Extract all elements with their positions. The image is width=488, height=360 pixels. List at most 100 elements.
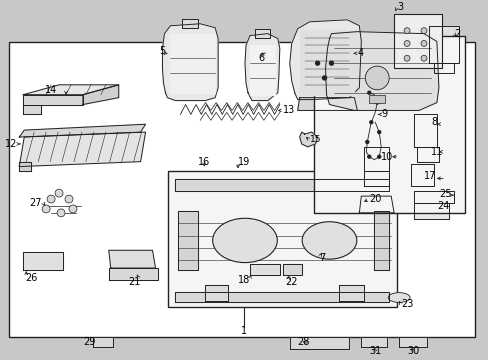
Ellipse shape (302, 222, 356, 259)
Polygon shape (289, 20, 361, 100)
Text: 3: 3 (396, 2, 403, 12)
Polygon shape (23, 252, 63, 270)
Circle shape (369, 121, 372, 124)
Bar (393, 14, 441, 68)
Polygon shape (339, 285, 364, 301)
Circle shape (57, 209, 65, 217)
Text: 5: 5 (159, 46, 165, 57)
Text: 31: 31 (368, 346, 381, 356)
Polygon shape (23, 95, 83, 104)
Ellipse shape (212, 218, 277, 262)
Text: 11: 11 (430, 147, 442, 157)
Polygon shape (373, 211, 388, 270)
Circle shape (69, 205, 77, 213)
Circle shape (365, 140, 368, 143)
Polygon shape (413, 203, 448, 219)
Text: 18: 18 (238, 275, 250, 285)
Polygon shape (175, 179, 388, 191)
Text: 12: 12 (5, 139, 17, 149)
Circle shape (329, 61, 333, 65)
Text: 29: 29 (83, 337, 95, 347)
Text: 23: 23 (400, 300, 413, 310)
Circle shape (377, 155, 380, 158)
Polygon shape (359, 196, 393, 213)
Polygon shape (162, 24, 218, 100)
Circle shape (420, 55, 426, 61)
Polygon shape (170, 33, 215, 93)
Bar (168, 171, 396, 307)
Polygon shape (205, 285, 227, 301)
Bar (368, 95, 385, 103)
Text: 16: 16 (198, 157, 210, 167)
Text: 26: 26 (25, 273, 38, 283)
Text: 13: 13 (282, 105, 294, 116)
Text: 17: 17 (423, 171, 435, 181)
Circle shape (367, 91, 370, 94)
Polygon shape (413, 114, 436, 147)
Text: 25: 25 (438, 189, 450, 199)
Circle shape (375, 101, 378, 104)
Polygon shape (244, 33, 279, 100)
Circle shape (47, 195, 55, 203)
Circle shape (55, 189, 63, 197)
Text: 27: 27 (29, 198, 41, 208)
Text: 6: 6 (257, 53, 264, 63)
Polygon shape (175, 292, 388, 302)
Text: 21: 21 (128, 277, 141, 287)
Circle shape (367, 155, 370, 158)
Polygon shape (325, 32, 438, 111)
Polygon shape (178, 211, 198, 270)
Polygon shape (299, 30, 354, 95)
Text: 19: 19 (238, 157, 250, 167)
Circle shape (403, 55, 409, 61)
Circle shape (403, 28, 409, 33)
Text: 14: 14 (45, 85, 57, 95)
Polygon shape (299, 132, 317, 147)
Polygon shape (249, 45, 274, 95)
Text: 8: 8 (430, 117, 436, 127)
Polygon shape (182, 19, 198, 28)
Polygon shape (108, 268, 158, 280)
Circle shape (65, 195, 73, 203)
Polygon shape (416, 147, 438, 162)
Text: 28: 28 (297, 337, 309, 347)
Polygon shape (321, 242, 341, 252)
Text: 9: 9 (381, 109, 386, 120)
Polygon shape (19, 162, 31, 171)
Text: 15: 15 (309, 135, 321, 144)
Polygon shape (83, 85, 119, 104)
Polygon shape (23, 104, 41, 114)
Polygon shape (23, 85, 119, 95)
Bar (9, 41, 474, 337)
Polygon shape (249, 264, 279, 275)
Text: 2: 2 (453, 29, 459, 39)
Text: 4: 4 (357, 48, 363, 58)
Polygon shape (282, 264, 301, 275)
Text: 24: 24 (436, 201, 448, 211)
Circle shape (365, 66, 388, 90)
Polygon shape (413, 191, 453, 203)
Text: 10: 10 (381, 152, 393, 162)
Text: 1: 1 (241, 326, 246, 336)
Bar (313, 36, 464, 213)
Polygon shape (398, 337, 426, 347)
Circle shape (420, 41, 426, 46)
Ellipse shape (387, 293, 409, 302)
Polygon shape (254, 29, 269, 37)
Polygon shape (297, 98, 357, 111)
Polygon shape (364, 147, 388, 171)
Circle shape (315, 61, 319, 65)
Circle shape (377, 131, 380, 134)
Polygon shape (93, 337, 113, 347)
Polygon shape (433, 63, 453, 73)
Polygon shape (289, 337, 349, 349)
Polygon shape (364, 171, 388, 186)
Circle shape (420, 28, 426, 33)
Text: 30: 30 (406, 346, 419, 356)
Text: 20: 20 (368, 194, 381, 204)
Text: 22: 22 (284, 277, 297, 287)
Polygon shape (108, 250, 155, 268)
Circle shape (403, 41, 409, 46)
Polygon shape (361, 337, 386, 347)
Polygon shape (428, 26, 458, 63)
